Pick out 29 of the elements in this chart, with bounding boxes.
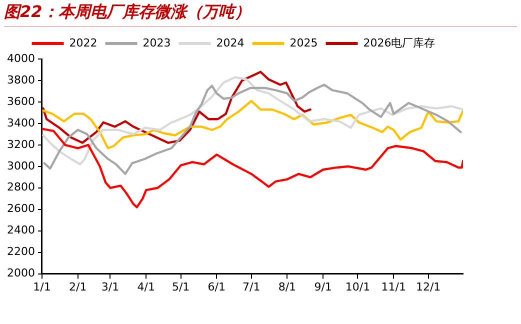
chart-title: 图22：本周电厂库存微涨（万吨） bbox=[4, 2, 517, 27]
y-tick-label: 2200 bbox=[6, 245, 35, 258]
y-tick-label: 2400 bbox=[6, 224, 35, 237]
y-tick-label: 2600 bbox=[6, 202, 35, 216]
x-tick-label: 1/1 bbox=[33, 280, 51, 294]
legend-label: 2024 bbox=[216, 36, 244, 50]
x-tick-label: 6/1 bbox=[208, 280, 226, 294]
x-tick-label: 8/1 bbox=[278, 280, 296, 294]
legend-label: 2026电厂库存 bbox=[363, 36, 436, 50]
legend-label: 2023 bbox=[142, 36, 171, 50]
x-tick-label: 2/1 bbox=[68, 280, 87, 294]
y-tick-label: 3400 bbox=[6, 116, 35, 130]
legend-label: 2025 bbox=[290, 36, 318, 50]
x-tick-label: 10/1 bbox=[345, 280, 370, 294]
y-tick-label: 3000 bbox=[6, 159, 35, 172]
x-tick-label: 12/1 bbox=[416, 280, 441, 294]
x-tick-label: 4/1 bbox=[137, 280, 155, 294]
x-tick-label: 5/1 bbox=[172, 280, 190, 294]
y-tick-label: 2800 bbox=[6, 180, 35, 194]
x-tick-label: 11/1 bbox=[381, 280, 406, 294]
x-tick-label: 7/1 bbox=[242, 280, 260, 294]
legend-label: 2022 bbox=[69, 36, 98, 50]
y-tick-label: 3600 bbox=[6, 94, 35, 108]
y-tick-label: 4000 bbox=[6, 52, 35, 65]
x-tick-label: 3/1 bbox=[101, 280, 120, 294]
y-tick-label: 3200 bbox=[6, 138, 35, 151]
y-tick-label: 3800 bbox=[6, 73, 35, 86]
y-tick-label: 2000 bbox=[6, 266, 35, 280]
x-tick-label: 9/1 bbox=[314, 280, 332, 294]
